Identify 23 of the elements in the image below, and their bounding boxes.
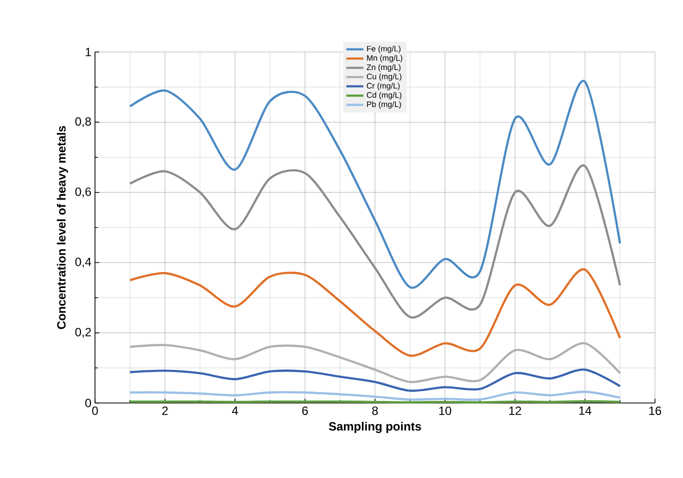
x-tick-label: 10 — [439, 406, 452, 415]
x-tick-label: 2 — [162, 406, 168, 415]
line-series — [128, 164, 622, 318]
x-tick-label: 16 — [649, 406, 662, 415]
x-tick-label: 6 — [302, 406, 308, 415]
line-series — [128, 80, 622, 288]
x-tick-label: 14 — [579, 406, 592, 415]
x-tick-label: 12 — [509, 406, 522, 415]
line-series — [128, 390, 622, 401]
x-tick-label: 4 — [232, 406, 238, 415]
y-tick-label: 0,6 — [75, 187, 91, 198]
y-tick-label: 0 — [85, 398, 92, 408]
y-tick-label: 0,8 — [75, 117, 91, 128]
x-axis-title: Sampling points — [328, 422, 422, 434]
y-tick-label: 1 — [86, 48, 91, 56]
x-tick-label: 8 — [372, 406, 378, 415]
x-tick-label: 0 — [92, 406, 98, 415]
line-series — [128, 268, 622, 357]
y-tick-label: 0,2 — [75, 328, 91, 338]
line-series — [128, 342, 622, 384]
y-axis-title: Concentration level of heavy metals — [56, 126, 68, 329]
y-tick-label: 0,4 — [75, 258, 92, 268]
line-series — [128, 368, 622, 392]
